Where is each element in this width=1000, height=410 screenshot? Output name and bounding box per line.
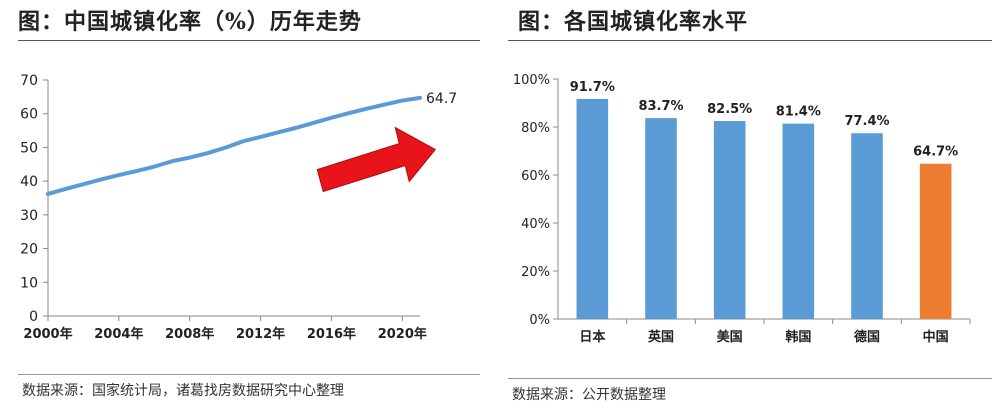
source-rule: [18, 374, 480, 375]
bar: [851, 133, 883, 319]
x-tick-label: 2004年: [94, 326, 143, 342]
series-line: [46, 95, 422, 196]
end-value-label: 64.7: [426, 91, 457, 107]
bar: [782, 123, 815, 319]
y-tick-label: 0: [29, 309, 38, 325]
x-tick-label: 2012年: [236, 326, 285, 342]
x-tick-label: 德国: [854, 329, 880, 345]
y-tick-label: 70: [20, 73, 38, 89]
y-tick-label: 40%: [521, 217, 550, 232]
x-tick-label: 2016年: [307, 326, 356, 342]
bar: [919, 163, 952, 319]
y-tick-label: 10: [20, 275, 38, 291]
line-chart: 0 10 20 30 40 50 60 70 2000年 2004年 2008年 2012年 2016年…: [20, 73, 457, 342]
bar-data-label: 64.7%: [913, 145, 958, 160]
x-tick-label: 英国: [647, 329, 674, 345]
y-tick-label: 60%: [521, 169, 550, 184]
y-tick-label: 60: [20, 107, 38, 123]
x-tick-label: 日本: [579, 329, 605, 345]
x-tick-label: 中国: [923, 329, 949, 345]
y-tick-label: 0%: [529, 313, 550, 328]
bar-data-label: 82.5%: [707, 102, 752, 117]
line-chart-source: 数据来源：国家统计局，诸葛找房数据研究中心整理: [22, 383, 344, 399]
x-tick-label: 2020年: [378, 326, 427, 342]
line-chart-title: 图：中国城镇化率（%）历年走势: [18, 9, 362, 35]
x-tick-label: 2008年: [165, 326, 214, 342]
y-tick-label: 100%: [513, 73, 550, 88]
bar-chart-panel: 图：各国城镇化率水平 0% 20% 40% 60% 80% 100% 91.7% 日本 83.7…: [500, 0, 1000, 406]
bar-data-label: 81.4%: [776, 105, 821, 120]
bar-data-label: 91.7%: [570, 80, 615, 95]
source-rule: [508, 378, 992, 379]
bar-chart-title: 图：各国城镇化率水平: [518, 9, 749, 35]
y-tick-label: 20: [20, 242, 38, 258]
arrow-shape: [316, 126, 437, 193]
bar-data-label: 83.7%: [638, 99, 683, 114]
x-tick-label: 美国: [717, 329, 743, 345]
x-tick-label: 韩国: [785, 329, 811, 345]
bar-chart-source: 数据来源：公开数据整理: [512, 387, 666, 403]
bar: [645, 118, 677, 319]
bar-chart: 0% 20% 40% 60% 80% 100% 91.7% 日本 83.7% 英国 82.5% 美国 8…: [513, 73, 971, 345]
y-tick-label: 30: [20, 208, 38, 224]
bar: [713, 121, 746, 319]
y-tick-label: 20%: [521, 265, 550, 280]
trend-arrow: [316, 126, 437, 193]
title-rule: [18, 40, 480, 41]
bar: [576, 98, 609, 319]
bar-data-label: 77.4%: [844, 114, 889, 129]
line-chart-panel: 图：中国城镇化率（%）历年走势 0 10 20 30 40 50 60 70 2000年 2004…: [0, 0, 490, 406]
x-tick-label: 2000年: [23, 326, 72, 342]
y-tick-label: 80%: [521, 121, 550, 136]
title-rule: [508, 40, 992, 41]
y-tick-label: 50: [20, 140, 38, 156]
y-tick-label: 40: [20, 174, 38, 190]
